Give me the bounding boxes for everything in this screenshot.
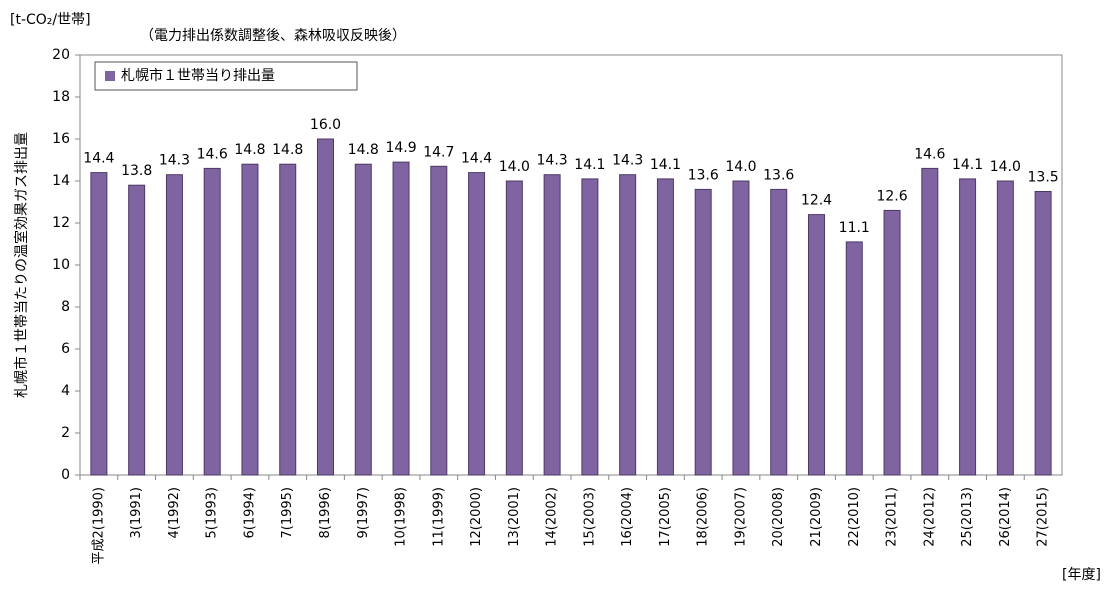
- bar: [770, 188, 788, 476]
- data-label: 14.3: [159, 153, 190, 169]
- data-label: 13.5: [1028, 170, 1059, 186]
- x-tick-label: 14(2002): [545, 487, 560, 547]
- y-tick-label: 4: [61, 383, 70, 399]
- bar: [279, 163, 297, 476]
- data-label: 12.4: [801, 193, 832, 209]
- y-tick-label: 0: [61, 467, 70, 483]
- x-tick-label: 6(1994): [242, 487, 257, 539]
- data-label: 14.6: [914, 146, 945, 162]
- x-tick-label: 平成2(1990): [91, 487, 106, 565]
- bar: [921, 167, 939, 476]
- y-tick-label: 14: [52, 173, 70, 189]
- y-axis-label: 札幌市１世帯当たりの温室効果ガス排出量: [13, 132, 30, 398]
- y-tick-label: 12: [52, 215, 70, 231]
- bar: [656, 178, 674, 476]
- bar: [165, 174, 183, 476]
- x-tick-label: 17(2005): [658, 487, 673, 547]
- data-label: 14.1: [574, 157, 605, 173]
- data-label: 14.4: [83, 151, 114, 167]
- bar: [354, 163, 372, 476]
- x-tick-label: 4(1992): [167, 487, 182, 539]
- y-tick-label: 10: [52, 257, 70, 273]
- x-tick-label: 26(2014): [998, 487, 1013, 547]
- y-tick-label: 16: [52, 131, 70, 147]
- data-label: 14.0: [990, 159, 1021, 175]
- bar: [694, 188, 712, 476]
- x-tick-label: 27(2015): [1036, 487, 1051, 547]
- data-label: 14.8: [348, 142, 379, 158]
- x-tick-label: 25(2013): [960, 487, 975, 547]
- plot-area: [79, 54, 1063, 476]
- x-tick-label: 16(2004): [620, 487, 635, 547]
- data-label: 11.1: [839, 220, 870, 236]
- bar: [468, 172, 486, 476]
- y-tick-label: 20: [52, 47, 70, 63]
- bar: [619, 174, 637, 476]
- x-tick-label: 10(1998): [394, 487, 409, 547]
- data-label: 12.6: [876, 188, 907, 204]
- x-tick-label: 11(1999): [431, 487, 446, 547]
- unit-label: [t-CO₂/世帯]: [10, 12, 91, 28]
- x-tick-label: 12(2000): [469, 487, 484, 547]
- data-label: 14.1: [650, 157, 681, 173]
- x-tick-label: 9(1997): [356, 487, 371, 539]
- bar: [90, 172, 108, 476]
- bar: [543, 174, 561, 476]
- x-tick-label: 8(1996): [318, 487, 333, 539]
- data-label: 14.7: [423, 144, 454, 160]
- y-tick-label: 6: [61, 341, 70, 357]
- y-tick-label: 2: [61, 425, 70, 441]
- x-tick-label: 7(1995): [280, 487, 295, 539]
- x-tick-label: 18(2006): [696, 487, 711, 547]
- x-axis-label: [年度]: [1062, 567, 1101, 583]
- bar: [996, 180, 1014, 476]
- data-label: 16.0: [310, 117, 341, 133]
- bar: [203, 167, 221, 476]
- bar: [845, 241, 863, 476]
- x-tick-label: 20(2008): [771, 487, 786, 547]
- x-tick-label: 13(2001): [507, 487, 522, 547]
- legend-swatch: [105, 71, 115, 81]
- x-tick-label: 24(2012): [922, 487, 937, 547]
- x-tick-label: 15(2003): [582, 487, 597, 547]
- x-tick-label: 23(2011): [885, 487, 900, 547]
- x-tick-label: 22(2010): [847, 487, 862, 547]
- x-tick-label: 5(1993): [205, 487, 220, 539]
- data-label: 14.4: [461, 151, 492, 167]
- x-tick-label: 19(2007): [733, 487, 748, 547]
- data-label: 14.8: [272, 142, 303, 158]
- bar: [241, 163, 259, 476]
- data-label: 14.1: [952, 157, 983, 173]
- bar: [430, 165, 448, 476]
- data-label: 14.0: [499, 159, 530, 175]
- chart-subtitle: （電力排出係数調整後、森林吸収反映後）: [140, 28, 406, 44]
- bar: [732, 180, 750, 476]
- data-label: 14.3: [537, 153, 568, 169]
- bar: [808, 214, 825, 476]
- x-tick-label: 3(1991): [129, 487, 144, 539]
- x-tick-label: 21(2009): [809, 487, 824, 547]
- bar: [883, 209, 901, 476]
- bar: [959, 178, 977, 476]
- data-label: 13.6: [763, 167, 794, 183]
- bar: [317, 138, 334, 476]
- data-label: 14.9: [385, 140, 416, 156]
- bar: [392, 161, 410, 476]
- data-label: 13.8: [121, 163, 152, 179]
- data-label: 13.6: [688, 167, 719, 183]
- data-label: 14.6: [197, 146, 228, 162]
- bar: [1034, 191, 1052, 476]
- bar: [505, 180, 523, 476]
- y-tick-label: 8: [61, 299, 70, 315]
- data-label: 14.8: [234, 142, 265, 158]
- y-tick-label: 18: [52, 89, 70, 105]
- legend-label: 札幌市１世帯当り排出量: [121, 67, 275, 84]
- bar: [128, 184, 146, 476]
- data-label: 14.0: [725, 159, 756, 175]
- legend-box: [94, 61, 358, 91]
- bar: [581, 178, 599, 476]
- data-label: 14.3: [612, 153, 643, 169]
